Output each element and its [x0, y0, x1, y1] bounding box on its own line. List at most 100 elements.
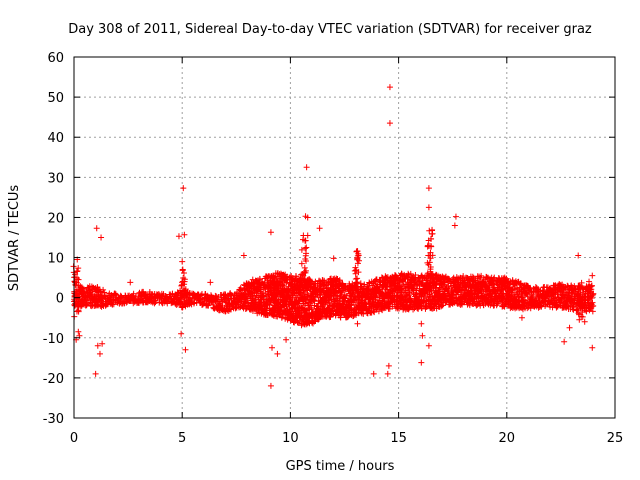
outlier-point — [576, 316, 583, 323]
band-point — [249, 276, 256, 283]
data-points — [70, 84, 597, 389]
band-point — [151, 300, 158, 307]
spike-point — [299, 271, 306, 278]
spike-point — [425, 252, 432, 259]
spike-point — [302, 245, 309, 252]
band-point — [590, 303, 597, 310]
band-point — [517, 280, 524, 287]
x-axis-label: GPS time / hours — [286, 459, 395, 474]
outlier-point — [72, 271, 79, 278]
outlier-point — [425, 342, 432, 349]
spike-point — [179, 279, 186, 286]
outlier-point — [581, 318, 588, 325]
y-tick-label: 10 — [47, 252, 64, 267]
outlier-point — [94, 342, 101, 349]
band-point — [418, 293, 425, 300]
spike-point — [304, 281, 311, 288]
spike-point — [298, 260, 305, 267]
outlier-point — [240, 252, 247, 259]
x-tick-label: 25 — [607, 431, 624, 446]
band-point — [589, 292, 596, 299]
outlier-point — [75, 328, 82, 335]
outlier-point — [589, 272, 596, 279]
band-point — [108, 300, 115, 307]
spike-point — [303, 244, 310, 251]
spike-point — [182, 286, 189, 293]
outlier-point — [175, 233, 182, 240]
spike-point — [578, 279, 585, 286]
x-tick-label: 20 — [499, 431, 516, 446]
outlier-point — [385, 362, 392, 369]
band-point — [373, 276, 380, 283]
band-point — [498, 299, 505, 306]
band-point — [169, 290, 176, 297]
spike-point — [180, 278, 187, 285]
outlier-point — [93, 225, 100, 232]
outlier-point — [452, 213, 459, 220]
outlier-point — [180, 185, 187, 192]
band-point — [514, 285, 521, 292]
spike-point — [270, 293, 277, 300]
y-tick-label: 50 — [47, 91, 64, 106]
band-point — [547, 303, 554, 310]
spike-point — [429, 230, 436, 237]
band-point — [305, 291, 312, 298]
band-point — [288, 276, 295, 283]
band-point — [453, 274, 460, 281]
spike-point — [274, 300, 281, 307]
spike-point — [424, 242, 431, 249]
band-point — [573, 306, 580, 313]
outlier-point — [304, 232, 311, 239]
band-point — [478, 272, 485, 279]
outlier-point — [425, 204, 432, 211]
band-point — [293, 273, 300, 280]
spike-point — [271, 283, 278, 290]
band-point — [152, 299, 159, 306]
y-tick-label: 0 — [56, 292, 64, 307]
band-point — [371, 309, 378, 316]
outlier-point — [384, 370, 391, 377]
spike-point — [75, 265, 82, 272]
y-tick-label: -30 — [43, 412, 64, 427]
band-point — [253, 287, 260, 294]
spike-point — [352, 264, 359, 271]
spike-point — [274, 271, 281, 278]
outlier-point — [589, 344, 596, 351]
spike-point — [428, 235, 435, 242]
spike-point — [270, 286, 277, 293]
band-point — [281, 272, 288, 279]
outlier-point — [181, 231, 188, 238]
spike-point — [352, 276, 359, 283]
outlier-point — [370, 370, 377, 377]
y-tick-label: -20 — [43, 372, 64, 387]
band-point — [589, 299, 596, 306]
spike-point — [351, 267, 358, 274]
outlier-point — [566, 324, 573, 331]
chart-title: Day 308 of 2011, Sidereal Day-to-day VTE… — [68, 22, 592, 37]
outlier-point — [127, 279, 134, 286]
outlier-point — [418, 359, 425, 366]
band-point — [584, 299, 591, 306]
spike-point — [271, 309, 278, 316]
y-tick-label: 60 — [47, 51, 64, 66]
spike-point — [424, 270, 431, 277]
outlier-point — [99, 340, 106, 347]
outlier-point — [274, 350, 281, 357]
x-tick-label: 0 — [70, 431, 78, 446]
outlier-point — [269, 344, 276, 351]
spike-point — [579, 313, 586, 320]
outlier-point — [518, 314, 525, 321]
band-point — [234, 300, 241, 307]
spike-point — [74, 303, 81, 310]
band-point — [418, 273, 425, 280]
band-point — [548, 296, 555, 303]
outlier-point — [179, 258, 186, 265]
band-point — [500, 294, 507, 301]
outlier-point — [207, 279, 214, 286]
band-point — [588, 283, 595, 290]
spike-point — [298, 246, 305, 253]
outlier-point — [386, 84, 393, 91]
spike-point — [300, 284, 307, 291]
band-point — [205, 302, 212, 309]
outlier-point — [96, 350, 103, 357]
